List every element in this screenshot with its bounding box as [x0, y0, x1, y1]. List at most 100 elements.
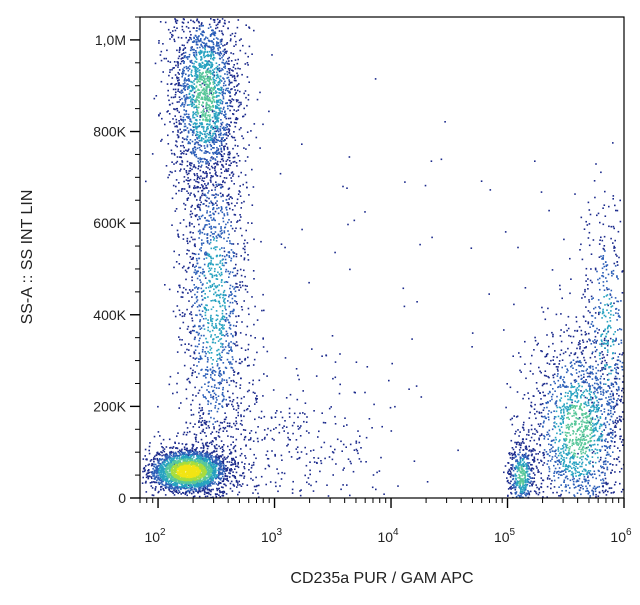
event-point	[206, 389, 208, 391]
event-point	[304, 446, 306, 449]
event-point	[202, 185, 204, 187]
event-point	[281, 471, 283, 474]
event-point	[589, 311, 591, 314]
event-point	[580, 493, 582, 496]
event-point	[538, 411, 541, 414]
event-point	[183, 113, 186, 116]
event-point	[199, 158, 201, 161]
event-point	[557, 477, 560, 479]
event-point	[220, 148, 222, 151]
event-point	[214, 371, 217, 373]
event-point	[224, 48, 226, 51]
event-point	[579, 365, 581, 367]
event-point	[601, 351, 603, 353]
event-point	[526, 457, 528, 460]
event-point	[525, 494, 527, 497]
event-point	[253, 123, 256, 125]
event-point	[185, 56, 188, 59]
event-point	[590, 314, 593, 317]
event-point	[610, 432, 612, 434]
event-point	[172, 34, 174, 37]
event-point	[173, 61, 176, 63]
event-point	[193, 165, 196, 168]
event-point	[546, 463, 549, 465]
event-point	[509, 473, 511, 476]
event-point	[201, 417, 203, 419]
event-point	[207, 45, 209, 48]
event-point	[218, 367, 221, 369]
event-point	[602, 256, 604, 259]
event-point	[557, 366, 559, 368]
event-point	[578, 341, 580, 344]
event-point	[192, 27, 195, 29]
event-point	[175, 447, 177, 449]
event-point	[566, 478, 569, 480]
event-point	[610, 412, 612, 415]
event-point	[243, 415, 245, 418]
event-point	[158, 483, 161, 485]
event-point	[188, 56, 191, 58]
event-point	[579, 340, 581, 342]
event-point	[231, 209, 234, 211]
event-point	[160, 486, 162, 488]
event-point	[573, 495, 576, 497]
event-point	[226, 281, 229, 283]
event-point	[569, 292, 571, 295]
event-point	[524, 453, 526, 456]
event-point	[189, 170, 192, 172]
event-point	[604, 449, 607, 451]
event-point	[527, 458, 530, 460]
event-point	[222, 155, 224, 158]
event-point	[597, 383, 599, 386]
event-point	[540, 482, 543, 485]
event-point	[227, 202, 230, 204]
event-point	[239, 384, 242, 386]
event-point	[199, 209, 202, 212]
event-point	[613, 408, 615, 410]
event-point	[207, 75, 209, 78]
event-point	[539, 392, 541, 394]
event-point	[601, 398, 603, 400]
event-point	[196, 277, 199, 280]
event-point	[173, 489, 175, 491]
event-point	[188, 116, 191, 118]
event-point	[590, 343, 593, 345]
event-point	[558, 385, 560, 388]
event-point	[239, 286, 242, 289]
event-point	[229, 312, 232, 315]
event-point	[212, 208, 214, 211]
event-point	[231, 197, 233, 200]
event-point	[594, 335, 597, 338]
event-point	[160, 459, 163, 461]
event-point	[569, 257, 571, 260]
event-point	[227, 107, 229, 110]
event-point	[589, 365, 592, 367]
event-point	[223, 250, 226, 253]
event-point	[600, 465, 602, 467]
event-point	[237, 58, 239, 61]
event-point	[605, 277, 607, 279]
event-point	[605, 362, 608, 364]
event-point	[178, 49, 181, 51]
event-point	[211, 451, 213, 454]
event-point	[279, 172, 282, 175]
event-point	[220, 155, 223, 158]
event-point	[219, 161, 222, 163]
event-point	[216, 156, 218, 158]
event-point	[204, 193, 206, 196]
event-point	[169, 451, 171, 453]
event-point	[183, 52, 185, 54]
event-point	[618, 343, 620, 345]
event-point	[226, 202, 229, 204]
event-point	[155, 466, 158, 468]
event-point	[168, 483, 170, 486]
event-point	[165, 483, 167, 486]
event-point	[605, 445, 607, 448]
event-point	[201, 45, 203, 47]
event-point	[225, 493, 228, 495]
event-point	[183, 95, 185, 98]
event-point	[204, 482, 206, 484]
event-point	[591, 315, 594, 317]
event-point	[603, 337, 606, 340]
event-point	[580, 361, 582, 364]
